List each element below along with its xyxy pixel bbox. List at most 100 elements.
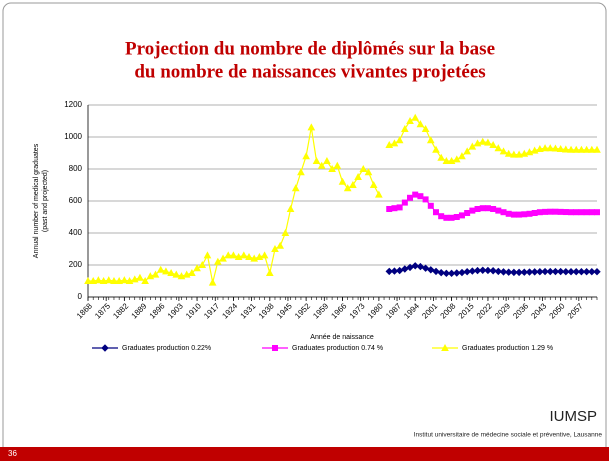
y-tick-label: 400: [69, 228, 83, 237]
marker: [427, 202, 434, 209]
marker: [239, 251, 248, 259]
marker: [437, 268, 445, 277]
marker: [582, 268, 591, 276]
marker: [438, 213, 445, 220]
marker: [188, 268, 196, 276]
marker: [594, 209, 600, 216]
marker: [510, 268, 518, 277]
marker: [474, 206, 481, 212]
marker: [547, 208, 554, 215]
x-axis-label: Année de naissance: [310, 334, 374, 341]
marker: [542, 208, 549, 215]
marker: [552, 208, 559, 215]
marker: [573, 209, 580, 216]
y-tick-label: 0: [78, 292, 83, 301]
brand: IUMSP: [549, 408, 597, 425]
marker: [546, 267, 554, 276]
marker: [499, 268, 508, 276]
marker: [578, 209, 585, 216]
marker: [567, 268, 575, 276]
marker: [504, 268, 513, 276]
y-tick-label: 200: [69, 260, 83, 269]
marker: [516, 211, 523, 218]
marker: [500, 209, 507, 216]
marker: [484, 138, 492, 146]
marker: [588, 209, 595, 216]
marker: [525, 268, 534, 276]
marker: [260, 251, 269, 259]
marker: [593, 268, 601, 276]
marker: [151, 270, 160, 278]
marker: [447, 269, 456, 278]
marker: [422, 196, 429, 203]
marker: [567, 145, 575, 153]
marker: [115, 276, 124, 284]
chart-title: du nombre de naissances vivantes projeté…: [134, 61, 485, 82]
marker: [588, 268, 596, 276]
marker: [468, 267, 477, 275]
marker: [469, 207, 476, 214]
marker: [593, 145, 601, 153]
marker: [385, 140, 394, 148]
institution: Institut universitaire de médecine socia…: [414, 432, 603, 439]
marker: [510, 211, 517, 218]
marker: [369, 180, 378, 188]
chart-title: Projection du nombre de diplômés sur la …: [125, 38, 495, 59]
marker: [412, 191, 419, 198]
marker: [406, 263, 414, 272]
marker: [421, 124, 430, 132]
marker: [390, 267, 399, 275]
marker: [130, 275, 139, 283]
marker: [582, 145, 591, 153]
marker: [432, 267, 440, 276]
marker: [546, 144, 555, 152]
marker: [416, 120, 425, 128]
marker: [473, 266, 482, 275]
marker: [577, 145, 586, 153]
marker: [307, 123, 316, 131]
marker: [104, 276, 113, 284]
marker: [177, 272, 186, 280]
marker: [229, 251, 238, 259]
marker: [411, 113, 420, 121]
marker: [167, 268, 175, 276]
marker: [510, 150, 518, 158]
marker: [141, 276, 149, 284]
marker: [520, 149, 529, 157]
marker: [375, 190, 383, 198]
marker: [494, 144, 503, 152]
marker: [208, 278, 217, 286]
marker: [94, 276, 103, 284]
marker: [556, 144, 565, 152]
y-tick-label: 1200: [64, 100, 82, 109]
marker: [453, 269, 461, 277]
marker: [234, 252, 243, 260]
y-axis-label: (past and projected): [42, 170, 49, 232]
marker: [323, 156, 331, 164]
marker: [120, 276, 129, 284]
marker: [182, 270, 191, 278]
marker: [515, 268, 523, 277]
marker: [198, 260, 207, 268]
marker: [349, 180, 357, 188]
marker: [317, 161, 326, 169]
marker: [401, 265, 409, 273]
marker: [395, 266, 404, 275]
y-tick-label: 800: [69, 164, 83, 173]
marker: [411, 262, 419, 270]
marker: [499, 147, 508, 155]
marker: [89, 276, 98, 284]
marker: [505, 210, 512, 217]
marker: [416, 262, 425, 271]
marker: [458, 152, 466, 160]
marker: [531, 210, 538, 216]
marker: [484, 266, 492, 275]
marker: [556, 267, 565, 276]
marker: [255, 252, 264, 260]
marker: [463, 147, 471, 155]
marker: [489, 267, 497, 275]
marker: [395, 136, 404, 144]
marker: [125, 276, 134, 284]
marker: [110, 276, 118, 284]
